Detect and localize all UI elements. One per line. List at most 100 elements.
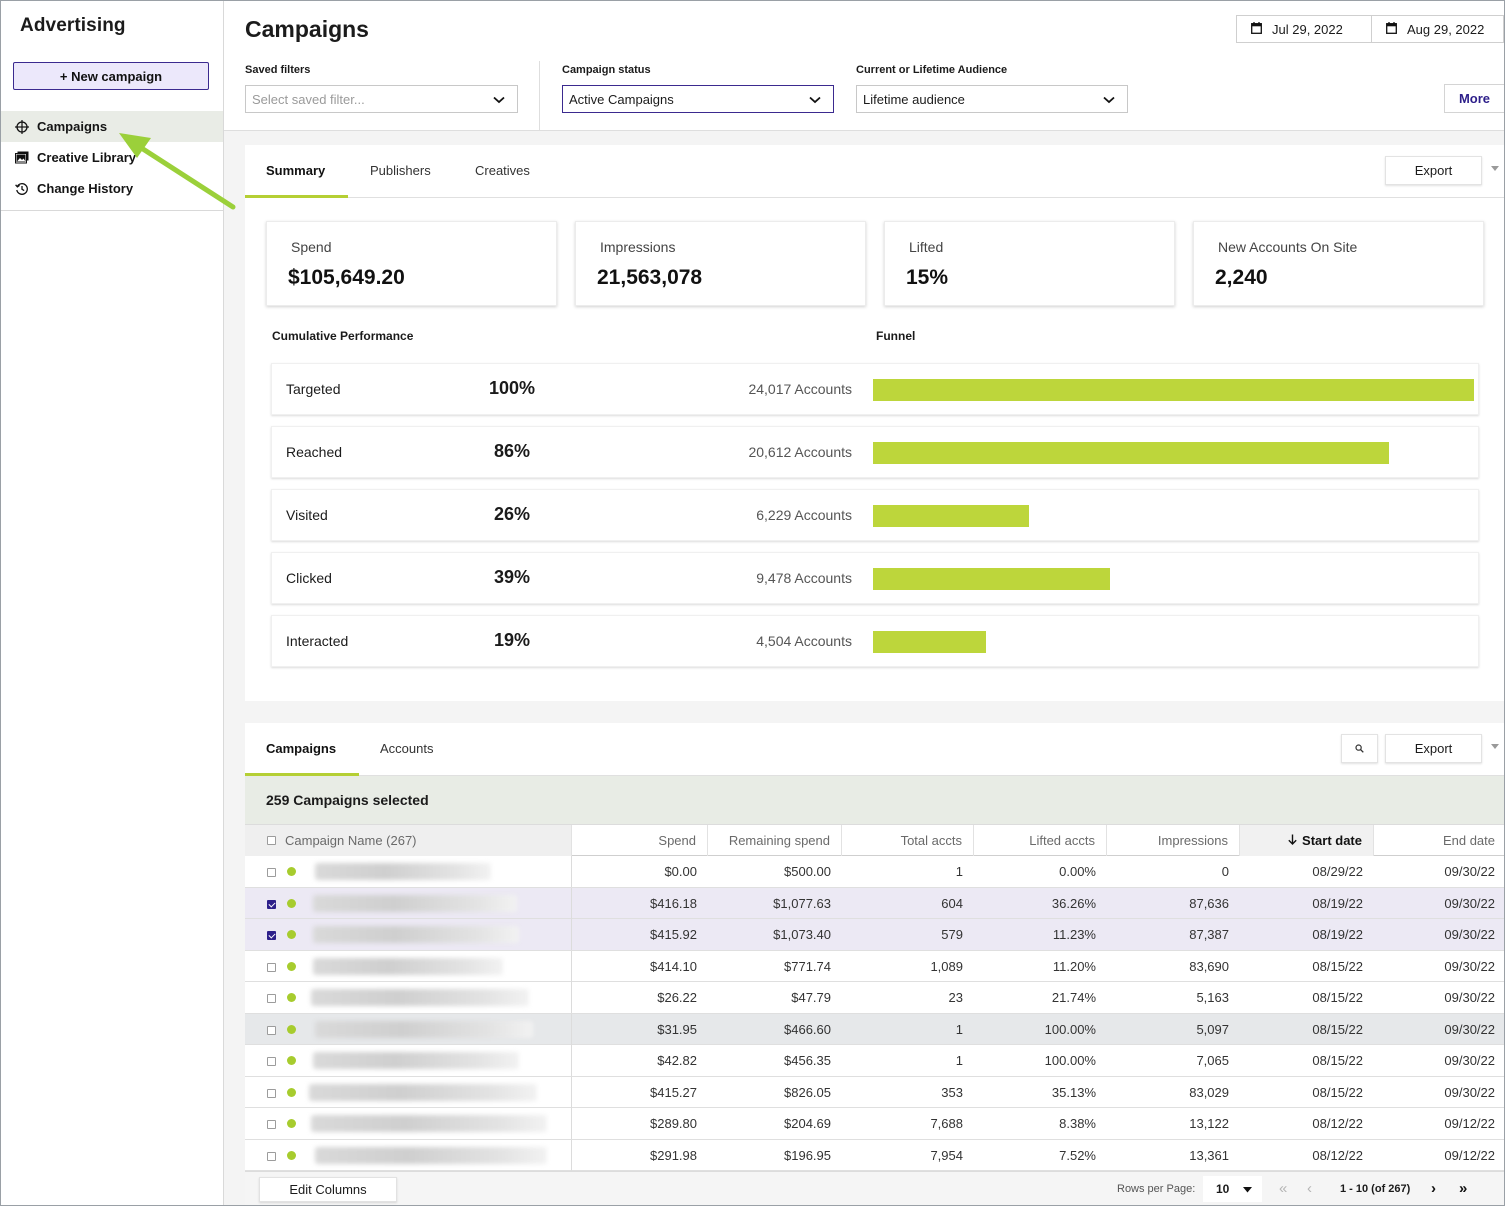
column-header-total-accts[interactable]: Total accts — [842, 825, 974, 856]
row-checkbox[interactable] — [267, 1151, 276, 1161]
cell-remaining-spend: $1,073.40 — [773, 927, 831, 942]
cell-impressions: 87,636 — [1189, 895, 1229, 911]
audience-select[interactable]: Lifetime audience — [856, 85, 1128, 113]
cell-start-date: 08/19/22 — [1312, 895, 1363, 911]
export-options-caret-icon[interactable] — [1491, 166, 1499, 171]
cell-total-accts: 353 — [941, 1084, 963, 1100]
table-footer: Edit Columns Rows per Page: 10 « ‹ 1 - 1… — [245, 1171, 1504, 1205]
cell-impressions: 87,387 — [1189, 927, 1229, 942]
tab-accounts[interactable]: Accounts — [380, 741, 434, 756]
cell-remaining-spend: $771.74 — [784, 958, 831, 974]
funnel-percent: 86% — [493, 441, 531, 461]
cell-impressions: 7,065 — [1196, 1053, 1229, 1068]
first-page-icon[interactable]: « — [1279, 1180, 1288, 1197]
stat-value: $105,649.20 — [288, 266, 405, 289]
funnel-accounts: 6,229 Accounts — [756, 507, 852, 523]
tab-summary[interactable]: Summary — [266, 163, 326, 178]
row-checkbox[interactable] — [267, 962, 276, 972]
export-options-caret-icon[interactable] — [1491, 744, 1499, 749]
sidebar-item-label: Campaigns — [37, 119, 108, 134]
cell-campaign-name[interactable] — [245, 982, 572, 1013]
campaign-status-select[interactable]: Active Campaigns — [562, 85, 834, 113]
table-row[interactable]: $416.18 $1,077.63 604 36.26% 87,636 08/19/22 0… — [245, 887, 1504, 919]
table-row[interactable]: $289.80 $204.69 7,688 8.38% 13,122 08/12/22 09… — [245, 1108, 1504, 1140]
cell-campaign-name[interactable] — [245, 1076, 572, 1108]
cell-campaign-name[interactable] — [245, 919, 572, 950]
table-row[interactable]: $0.00 $500.00 1 0.00% 0 08/29/22 09/30/22 — [245, 856, 1504, 888]
crosshair-icon — [14, 119, 29, 134]
row-checkbox[interactable] — [267, 1120, 276, 1129]
sidebar-item-label: Change History — [37, 181, 134, 196]
sidebar: Advertising + New campaign Campaigns Cre… — [1, 1, 224, 1205]
cell-campaign-name[interactable] — [245, 1139, 572, 1171]
sidebar-item-campaigns[interactable]: Campaigns — [1, 111, 223, 142]
tab-publishers[interactable]: Publishers — [370, 163, 431, 178]
cell-remaining-spend: $826.05 — [784, 1084, 831, 1100]
saved-filter-select[interactable]: Select saved filter... — [245, 85, 518, 113]
cell-campaign-name[interactable] — [245, 1013, 572, 1045]
last-page-icon[interactable]: » — [1459, 1180, 1468, 1197]
cell-end-date: 09/30/22 — [1444, 1084, 1495, 1100]
sidebar-item-change-history[interactable]: Change History — [1, 173, 223, 204]
funnel-bar — [873, 568, 1111, 590]
row-checkbox[interactable] — [267, 1057, 276, 1066]
more-filters-button[interactable]: More — [1444, 84, 1504, 113]
start-date-picker[interactable]: Jul 29, 2022 — [1236, 15, 1372, 43]
funnel-percent: 100% — [488, 378, 536, 398]
next-page-icon[interactable]: › — [1431, 1180, 1436, 1197]
summary-export-button[interactable]: Export — [1385, 156, 1482, 185]
column-header-remaining-spend[interactable]: Remaining spend — [708, 825, 842, 856]
table-row[interactable]: $31.95 $466.60 1 100.00% 5,097 08/15/22 09/30/… — [245, 1013, 1504, 1045]
row-checkbox[interactable] — [267, 1088, 276, 1098]
table-row[interactable]: $291.98 $196.95 7,954 7.52% 13,361 08/12/22 09… — [245, 1139, 1504, 1171]
cell-campaign-name[interactable] — [245, 1108, 572, 1139]
tab-creatives[interactable]: Creatives — [475, 163, 530, 178]
row-checkbox[interactable] — [267, 931, 276, 940]
cell-remaining-spend: $500.00 — [784, 864, 831, 879]
cell-impressions: 13,122 — [1189, 1116, 1229, 1131]
cell-lifted-accts: 11.20% — [1052, 958, 1096, 974]
search-icon — [1355, 741, 1364, 756]
row-checkbox[interactable] — [267, 994, 276, 1003]
column-header-end-date[interactable]: End date — [1442, 833, 1495, 848]
table-export-button[interactable]: Export — [1385, 734, 1482, 763]
cell-end-date: 09/12/22 — [1444, 1147, 1495, 1163]
cell-end-date: 09/30/22 — [1444, 864, 1495, 879]
table-search-button[interactable] — [1341, 734, 1378, 763]
table-row[interactable]: $42.82 $456.35 1 100.00% 7,065 08/15/22 09/30/… — [245, 1045, 1504, 1077]
cell-campaign-name[interactable] — [245, 856, 572, 887]
redacted-campaign-name — [313, 894, 517, 912]
table-row[interactable]: $415.92 $1,073.40 579 11.23% 87,387 08/19/22 0… — [245, 919, 1504, 951]
previous-page-icon[interactable]: ‹ — [1307, 1180, 1312, 1197]
column-header-spend[interactable]: Spend — [572, 825, 708, 856]
cell-campaign-name[interactable] — [245, 887, 572, 919]
tab-campaigns[interactable]: Campaigns — [266, 741, 337, 756]
chevron-down-icon — [1103, 92, 1115, 107]
table-row[interactable]: $415.27 $826.05 353 35.13% 83,029 08/15/22 09/… — [245, 1076, 1504, 1108]
rows-per-page-select[interactable]: 10 — [1203, 1176, 1262, 1202]
cell-campaign-name[interactable] — [245, 1045, 572, 1076]
cell-start-date: 08/29/22 — [1312, 864, 1363, 879]
column-header-impressions[interactable]: Impressions — [1107, 825, 1240, 856]
column-header-campaign-name[interactable]: Campaign Name (267) — [245, 825, 572, 856]
edit-columns-button[interactable]: Edit Columns — [259, 1177, 397, 1202]
sidebar-item-creative-library[interactable]: Creative Library — [1, 142, 223, 173]
row-checkbox[interactable] — [267, 868, 276, 877]
end-date-picker[interactable]: Aug 29, 2022 — [1371, 15, 1504, 43]
funnel-label: Visited — [286, 507, 328, 523]
cell-lifted-accts: 8.38% — [1059, 1116, 1096, 1131]
column-header-lifted-accts[interactable]: Lifted accts — [974, 825, 1107, 856]
new-campaign-button[interactable]: + New campaign — [13, 62, 209, 90]
cell-campaign-name[interactable] — [245, 950, 572, 982]
cell-spend: $415.92 — [650, 927, 697, 942]
row-checkbox[interactable] — [267, 899, 276, 909]
funnel-accounts: 24,017 Accounts — [748, 381, 852, 397]
table-row[interactable]: $26.22 $47.79 23 21.74% 5,163 08/15/22 09/30/2… — [245, 982, 1504, 1014]
column-header-start-date[interactable]: Start date — [1240, 825, 1374, 856]
cell-spend: $414.10 — [650, 958, 697, 974]
row-checkbox[interactable] — [267, 1025, 276, 1035]
select-all-checkbox[interactable] — [267, 836, 276, 845]
funnel-accounts: 4,504 Accounts — [756, 633, 852, 649]
funnel-percent: 26% — [493, 504, 531, 524]
table-row[interactable]: $414.10 $771.74 1,089 11.20% 83,690 08/15/22 0… — [245, 950, 1504, 982]
